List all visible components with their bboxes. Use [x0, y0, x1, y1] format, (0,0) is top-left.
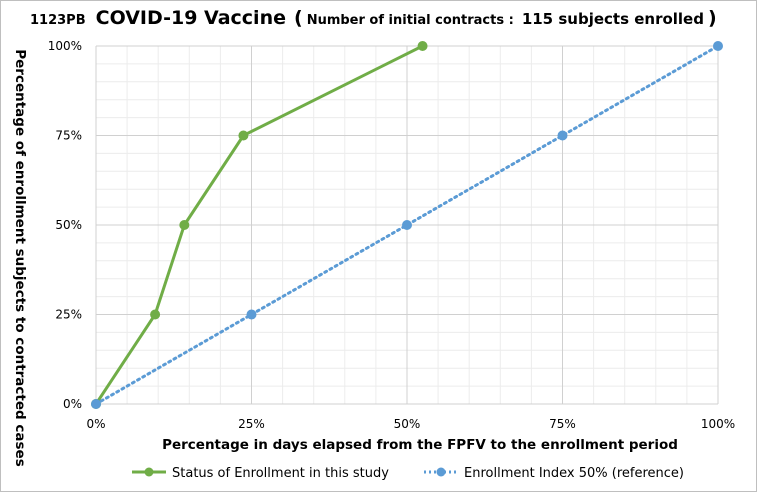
title-main: COVID-19 Vaccine	[96, 7, 286, 29]
series-2-point	[91, 399, 101, 409]
y-tick-label: 75%	[55, 129, 82, 143]
series-2-point	[557, 130, 568, 141]
series-2-point	[402, 220, 412, 230]
title-sub-value: 115 subjects enrolled	[522, 10, 704, 28]
tick-labels: 0% 25% 50% 75% 100% 0% 25% 50% 75% 100%	[48, 39, 735, 431]
series-1-point	[179, 220, 190, 230]
legend: Status of Enrollment in this study Enrol…	[132, 466, 684, 481]
y-axis-label: Percentage of enrollment subjects to con…	[12, 49, 28, 467]
series-1-point	[417, 41, 428, 51]
title-paren-close: )	[708, 7, 717, 29]
legend-item-series-1: Status of Enrollment in this study	[132, 466, 389, 481]
y-tick-label: 100%	[48, 39, 82, 53]
legend-marker-series-1	[144, 467, 154, 477]
x-axis-label: Percentage in days elapsed from the FPFV…	[162, 437, 678, 453]
title-sub-label: Number of initial contracts :	[307, 13, 514, 28]
series-2-point	[713, 41, 723, 51]
plot-area	[91, 41, 723, 409]
title-code: 1123PB	[30, 13, 86, 28]
x-tick-label: 50%	[394, 417, 421, 431]
x-tick-label: 100%	[701, 417, 735, 431]
legend-item-series-2: Enrollment Index 50% (reference)	[424, 466, 684, 481]
legend-marker-series-2	[436, 467, 446, 477]
series-2-point	[246, 309, 257, 320]
x-tick-label: 75%	[549, 417, 576, 431]
series-1-point	[150, 309, 161, 320]
legend-label-series-2: Enrollment Index 50% (reference)	[464, 466, 684, 481]
series-1-point	[238, 130, 249, 141]
title-paren-open: (	[294, 7, 303, 29]
x-tick-label: 0%	[86, 417, 105, 431]
y-tick-label: 0%	[63, 397, 82, 411]
y-tick-label: 25%	[55, 308, 82, 322]
chart-title: 1123PB COVID-19 Vaccine ( Number of init…	[30, 7, 717, 29]
y-tick-label: 50%	[55, 218, 82, 232]
legend-label-series-1: Status of Enrollment in this study	[172, 466, 389, 481]
x-tick-label: 25%	[238, 417, 265, 431]
